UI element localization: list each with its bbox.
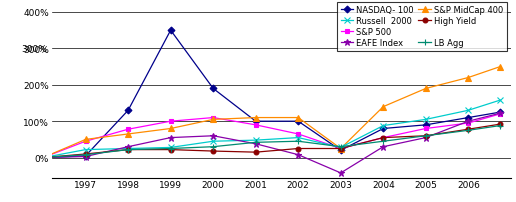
S&P 500 xyxy=(125,128,131,131)
S&P 500 xyxy=(295,133,301,136)
NASDAQ- 100 xyxy=(210,88,216,90)
NASDAQ- 100 xyxy=(40,157,46,159)
S&P MidCap 400 xyxy=(380,106,386,108)
S&P 500 xyxy=(40,157,46,159)
EAFE Index xyxy=(337,172,344,174)
High Yield xyxy=(465,128,472,131)
LB Agg xyxy=(465,129,472,132)
Line: EAFE Index: EAFE Index xyxy=(40,110,504,177)
S&P 500 xyxy=(380,137,386,139)
Line: NASDAQ- 100: NASDAQ- 100 xyxy=(41,29,503,160)
S&P 500 xyxy=(465,122,472,125)
High Yield xyxy=(337,147,344,150)
S&P 500 xyxy=(497,113,503,116)
LB Agg xyxy=(83,154,89,156)
Russell  2000 xyxy=(295,137,301,139)
S&P MidCap 400 xyxy=(40,157,46,159)
EAFE Index xyxy=(168,137,174,139)
S&P 500 xyxy=(83,140,89,143)
LB Agg xyxy=(295,140,301,143)
EAFE Index xyxy=(40,157,46,159)
LB Agg xyxy=(497,125,503,127)
High Yield xyxy=(295,147,301,150)
High Yield xyxy=(125,149,131,151)
S&P 500 xyxy=(337,147,344,150)
Line: Russell  2000: Russell 2000 xyxy=(40,98,503,161)
High Yield xyxy=(380,137,386,139)
Legend: NASDAQ- 100, Russell  2000, S&P 500, EAFE Index, S&P MidCap 400, High Yield, , L: NASDAQ- 100, Russell 2000, S&P 500, EAFE… xyxy=(337,3,507,51)
NASDAQ- 100 xyxy=(423,124,429,126)
LB Agg xyxy=(168,147,174,150)
EAFE Index xyxy=(380,146,386,148)
NASDAQ- 100 xyxy=(465,117,472,119)
Line: S&P MidCap 400: S&P MidCap 400 xyxy=(40,64,503,161)
Russell  2000 xyxy=(337,146,344,149)
LB Agg xyxy=(423,135,429,137)
High Yield xyxy=(497,123,503,126)
EAFE Index xyxy=(465,120,472,123)
EAFE Index xyxy=(295,154,301,156)
EAFE Index xyxy=(497,112,503,115)
NASDAQ- 100 xyxy=(83,155,89,157)
High Yield xyxy=(253,151,259,154)
S&P MidCap 400 xyxy=(423,88,429,90)
S&P MidCap 400 xyxy=(465,77,472,79)
NASDAQ- 100 xyxy=(380,128,386,130)
S&P 500 xyxy=(253,124,259,126)
Line: S&P 500: S&P 500 xyxy=(41,112,503,160)
EAFE Index xyxy=(83,156,89,158)
Russell  2000 xyxy=(497,99,503,102)
Russell  2000 xyxy=(168,146,174,149)
S&P MidCap 400 xyxy=(497,66,503,68)
NASDAQ- 100 xyxy=(168,30,174,32)
EAFE Index xyxy=(253,143,259,145)
EAFE Index xyxy=(423,137,429,139)
LB Agg xyxy=(125,149,131,151)
LB Agg xyxy=(380,140,386,143)
S&P MidCap 400 xyxy=(253,117,259,119)
Line: LB Agg: LB Agg xyxy=(40,122,504,161)
High Yield xyxy=(168,149,174,151)
Russell  2000 xyxy=(40,157,46,159)
NASDAQ- 100 xyxy=(253,120,259,123)
LB Agg xyxy=(337,146,344,148)
High Yield xyxy=(83,153,89,155)
S&P 500 xyxy=(210,117,216,119)
S&P MidCap 400 xyxy=(210,119,216,121)
Line: High Yield: High Yield xyxy=(41,122,503,160)
S&P MidCap 400 xyxy=(83,139,89,141)
LB Agg xyxy=(253,141,259,144)
Russell  2000 xyxy=(125,147,131,150)
High Yield xyxy=(210,150,216,153)
LB Agg xyxy=(40,157,46,159)
S&P 500 xyxy=(168,120,174,123)
EAFE Index xyxy=(210,135,216,137)
S&P 500 xyxy=(423,128,429,130)
NASDAQ- 100 xyxy=(337,149,344,152)
EAFE Index xyxy=(125,146,131,148)
Russell  2000 xyxy=(380,125,386,127)
NASDAQ- 100 xyxy=(125,109,131,112)
Russell  2000 xyxy=(465,109,472,112)
Text: 300%: 300% xyxy=(21,45,47,54)
High Yield xyxy=(423,135,429,137)
Russell  2000 xyxy=(253,139,259,142)
S&P MidCap 400 xyxy=(168,128,174,130)
Russell  2000 xyxy=(210,140,216,143)
S&P MidCap 400 xyxy=(295,117,301,119)
NASDAQ- 100 xyxy=(497,111,503,114)
S&P MidCap 400 xyxy=(337,147,344,150)
Russell  2000 xyxy=(423,119,429,121)
High Yield xyxy=(40,157,46,159)
LB Agg xyxy=(210,146,216,148)
Russell  2000 xyxy=(83,149,89,151)
NASDAQ- 100 xyxy=(295,120,301,123)
S&P MidCap 400 xyxy=(125,133,131,136)
